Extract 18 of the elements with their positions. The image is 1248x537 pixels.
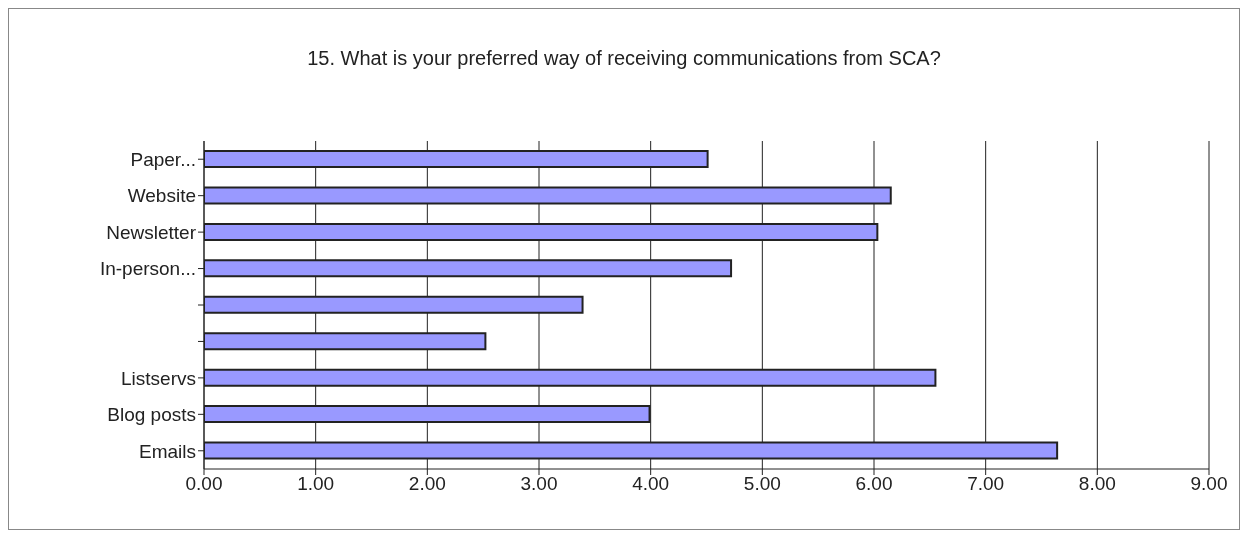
y-tick-label: Blog posts — [107, 404, 196, 426]
y-tick-label: In-person... — [99, 258, 196, 280]
x-tick-label: 8.00 — [1078, 473, 1116, 495]
y-tick-label: Emails — [138, 440, 196, 462]
x-tick-label: 0.00 — [185, 473, 223, 495]
y-tick-label: Paper... — [130, 148, 196, 170]
x-tick-label: 2.00 — [408, 473, 446, 495]
x-tick-label: 7.00 — [967, 473, 1005, 495]
y-tick-label: Website — [127, 185, 196, 207]
y-tick-label: Listservs — [121, 367, 196, 389]
x-tick-label: 4.00 — [632, 473, 670, 495]
x-tick-label: 5.00 — [743, 473, 781, 495]
x-tick-label: 1.00 — [297, 473, 335, 495]
y-tick-label: Newsletter — [106, 221, 197, 243]
x-tick-label: 9.00 — [1190, 473, 1228, 495]
x-tick-label: 6.00 — [855, 473, 893, 495]
x-tick-label: 3.00 — [520, 473, 558, 495]
chart-title: 15. What is your preferred way of receiving communications from SCA? — [306, 47, 942, 70]
